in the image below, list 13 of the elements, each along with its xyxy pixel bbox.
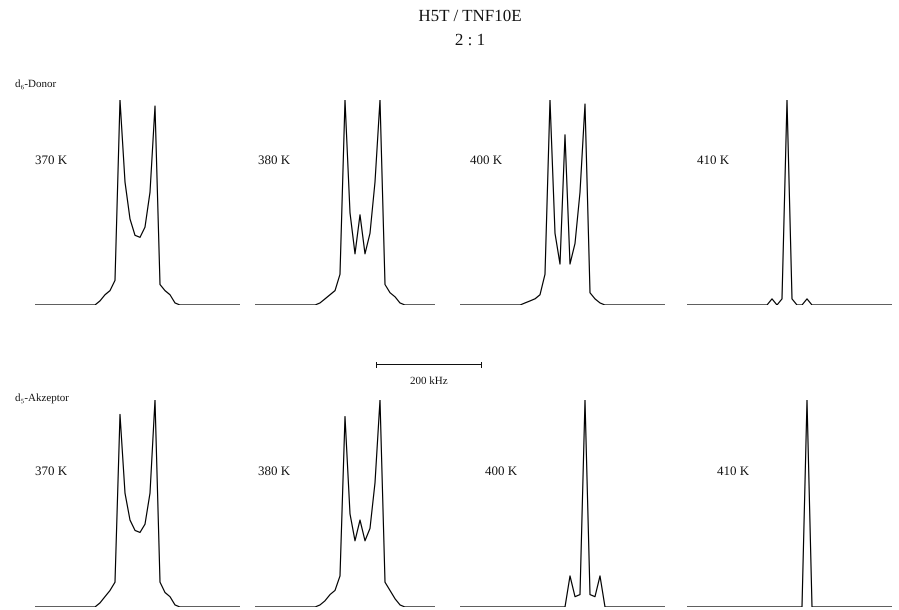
text: 2 : 1 — [454, 30, 486, 50]
text: H5T / TNF10E — [417, 6, 523, 26]
text: 200 kHz — [410, 375, 448, 387]
text: 410 K — [717, 463, 750, 479]
text: 380 K — [258, 463, 290, 479]
annotation: d₅-Akzeptor — [15, 392, 69, 404]
text: 370 K — [35, 152, 68, 168]
text: 410 K — [697, 152, 730, 168]
text: 370 K — [35, 463, 68, 479]
text: 400 K — [470, 152, 502, 168]
text: 400 K — [485, 463, 518, 479]
text: 380 K — [258, 152, 290, 168]
text: d₆-Donor — [15, 78, 56, 90]
